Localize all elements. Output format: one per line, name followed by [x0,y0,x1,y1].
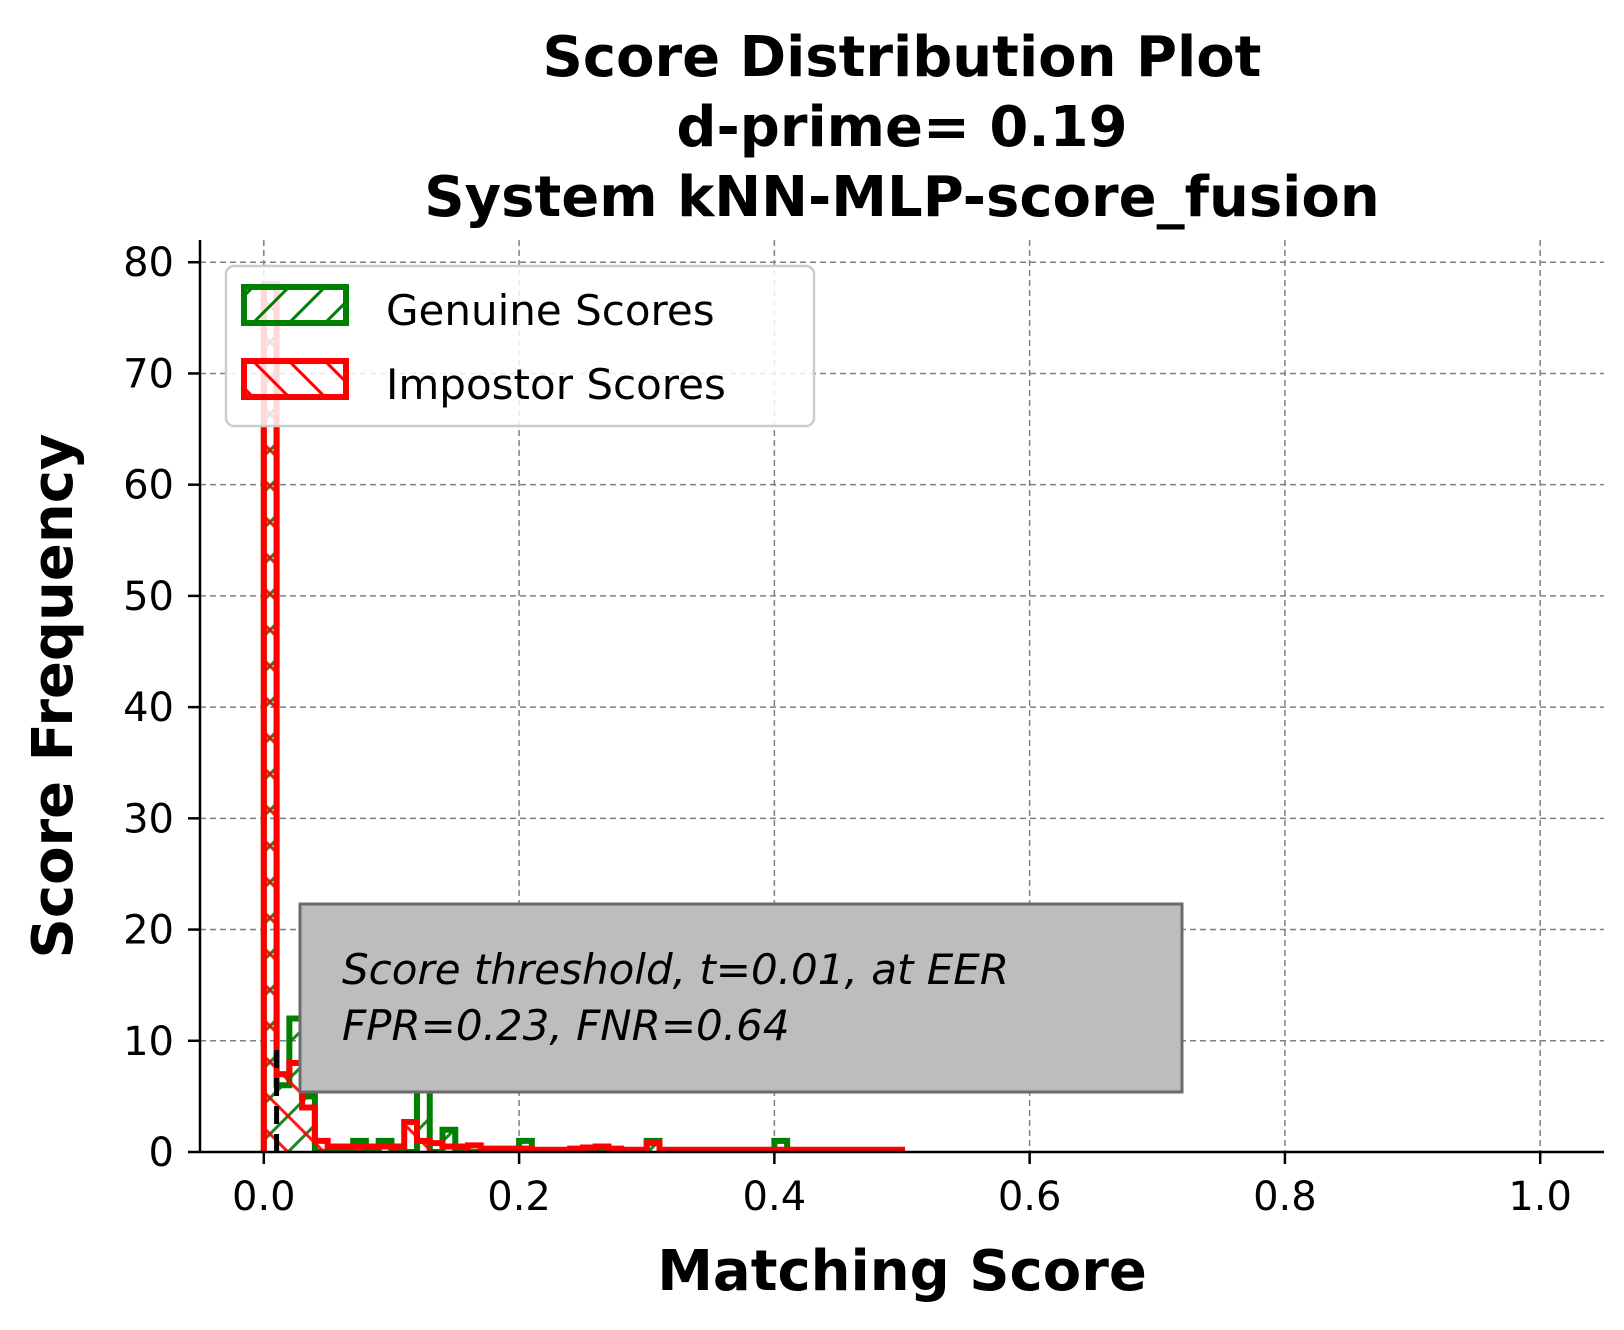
axis-ticks: 0.0 0.2 0.4 0.6 0.8 1.0 0 10 20 30 40 50 60 70 80 [123,240,1572,1220]
x-tick-label: 1.0 [1508,1174,1572,1220]
y-tick-label: 50 [123,574,174,620]
y-tick-label: 20 [123,908,174,954]
x-tick-label: 0.4 [743,1174,807,1220]
annotation-line-2: FPR=0.23, FNR=0.64 [342,1001,790,1050]
y-tick-label: 0 [149,1130,174,1176]
legend-label-impostor: Impostor Scores [386,360,726,409]
eer-annotation: Score threshold, t=0.01, at EER FPR=0.23… [298,902,1184,1094]
y-tick-label: 30 [123,796,174,842]
x-axis-label: Matching Score [657,1239,1147,1304]
histogram-series [260,281,905,1152]
x-tick-label: 0.6 [998,1174,1062,1220]
y-tick-label: 70 [123,351,174,397]
legend-swatch-genuine [241,284,349,326]
chart-title-line-2: d-prime= 0.19 [676,95,1127,160]
series-outline [260,281,905,1152]
legend-label-genuine: Genuine Scores [386,286,715,335]
x-tick-label: 0.2 [487,1174,551,1220]
legend-box [224,264,816,428]
y-tick-label: 40 [123,685,174,731]
legend-swatch-impostor [241,358,349,400]
grid-lines [200,240,1604,1153]
legend: Genuine Scores Impostor Scores [224,264,816,428]
annotation-line-1: Score threshold, t=0.01, at EER [342,945,1009,994]
chart-title-line-1: Score Distribution Plot [543,25,1262,90]
y-tick-label: 10 [123,1019,174,1065]
series-impostor-scores [260,281,905,1152]
y-tick-label: 80 [123,240,174,286]
chart-title-line-3: System kNN-MLP-score_fusion [424,165,1379,230]
x-tick-label: 0.8 [1253,1174,1317,1220]
annotation-box [298,902,1184,1094]
x-tick-label: 0.0 [232,1174,296,1220]
y-tick-label: 60 [123,463,174,509]
y-axis-label: Score Frequency [21,434,86,959]
